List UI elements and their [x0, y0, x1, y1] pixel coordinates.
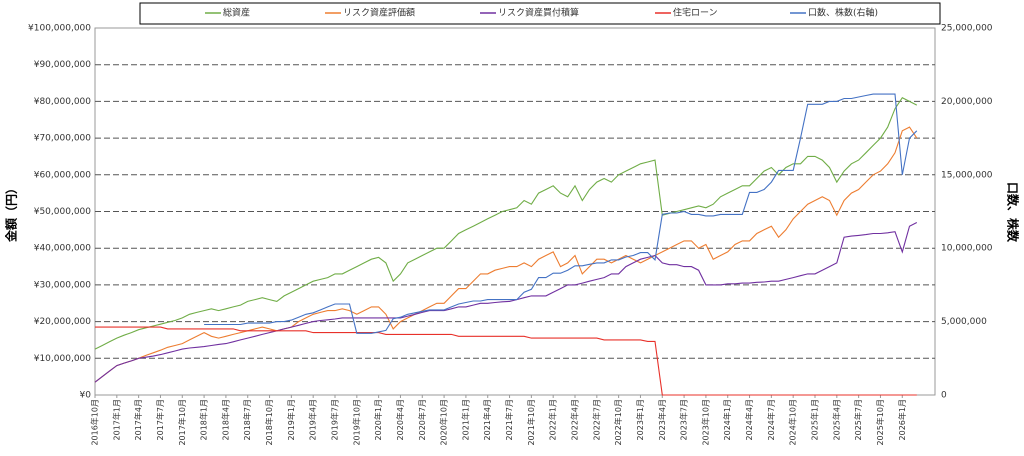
series-line	[204, 93, 918, 334]
x-tick-label: 2017年1月	[111, 399, 121, 440]
x-tick-label: 2026年1月	[897, 399, 907, 440]
y-tick-label: ¥30,000,000	[34, 280, 92, 290]
x-tick-label: 2016年10月	[90, 399, 100, 446]
y2-tick-label: 15,000,000	[941, 170, 993, 180]
x-tick-label: 2024年10月	[788, 399, 798, 446]
x-tick-label: 2021年4月	[482, 399, 492, 440]
x-tick-label: 2018年10月	[264, 399, 274, 446]
x-tick-label: 2019年7月	[330, 399, 340, 440]
series-line	[94, 96, 918, 350]
y2-tick-label: 20,000,000	[941, 97, 993, 107]
x-tick-label: 2022年4月	[570, 399, 580, 440]
x-tick-label: 2023年7月	[679, 399, 689, 440]
x-tick-label: 2019年1月	[286, 399, 296, 440]
y-tick-label: ¥60,000,000	[34, 170, 92, 180]
x-tick-label: 2022年1月	[548, 399, 558, 440]
x-tick-label: 2022年10月	[613, 399, 623, 446]
x-tick-label: 2025年4月	[831, 399, 841, 440]
x-tick-label: 2019年4月	[308, 399, 318, 440]
x-tick-label: 2023年4月	[657, 399, 667, 440]
x-tick-label: 2024年7月	[766, 399, 776, 440]
y2-tick-label: 5,000,000	[941, 317, 987, 327]
legend-label: 総資産	[223, 7, 250, 19]
x-tick-label: 2017年4月	[133, 399, 143, 440]
legend-label: リスク資産買付積算	[498, 7, 579, 19]
legend-box	[139, 2, 941, 25]
x-tick-label: 2025年1月	[810, 399, 820, 440]
x-tick-label: 2017年10月	[177, 399, 187, 446]
x-tick-label: 2023年1月	[635, 399, 645, 440]
y2-axis-title: 口数、株数	[1006, 182, 1021, 243]
y-tick-label: ¥50,000,000	[34, 207, 92, 217]
y-tick-label: ¥20,000,000	[34, 317, 92, 327]
series-line	[95, 326, 917, 396]
y-tick-label: ¥80,000,000	[34, 97, 92, 107]
y-tick-label: ¥90,000,000	[34, 60, 92, 70]
x-tick-label: 2024年4月	[744, 399, 754, 440]
y-axis-title: 金額（円）	[4, 182, 19, 242]
legend-label: リスク資産評価額	[343, 7, 415, 19]
legend-label: 口数、株数(右軸)	[808, 7, 878, 19]
y-tick-label: ¥40,000,000	[34, 244, 92, 254]
y2-tick-label: 10,000,000	[941, 244, 993, 254]
x-tick-label: 2021年1月	[460, 399, 470, 440]
series-line	[94, 126, 918, 383]
y2-tick-label: 0	[941, 391, 947, 401]
x-tick-label: 2019年10月	[351, 399, 361, 446]
x-tick-label: 2025年7月	[853, 399, 863, 440]
legend-label: 住宅ローン	[673, 7, 718, 19]
x-tick-label: 2018年7月	[242, 399, 252, 440]
series-line	[94, 222, 918, 383]
y-tick-label: ¥70,000,000	[34, 134, 92, 144]
y-tick-label: ¥0	[80, 391, 92, 401]
y-tick-label: ¥10,000,000	[34, 354, 92, 364]
x-tick-label: 2024年1月	[722, 399, 732, 440]
x-tick-label: 2018年1月	[199, 399, 209, 440]
x-tick-label: 2017年7月	[155, 399, 165, 440]
x-tick-label: 2020年7月	[417, 399, 427, 440]
x-tick-label: 2022年7月	[591, 399, 601, 440]
x-tick-label: 2020年10月	[439, 399, 449, 446]
x-tick-label: 2021年10月	[526, 399, 536, 446]
x-tick-label: 2020年4月	[395, 399, 405, 440]
x-tick-label: 2021年7月	[504, 399, 514, 440]
x-tick-label: 2020年1月	[373, 399, 383, 440]
y2-tick-label: 25,000,000	[941, 24, 993, 34]
y-tick-label: ¥100,000,000	[28, 24, 91, 34]
x-tick-label: 2023年10月	[700, 399, 710, 446]
x-tick-label: 2025年10月	[875, 399, 885, 446]
x-tick-label: 2018年4月	[220, 399, 230, 440]
